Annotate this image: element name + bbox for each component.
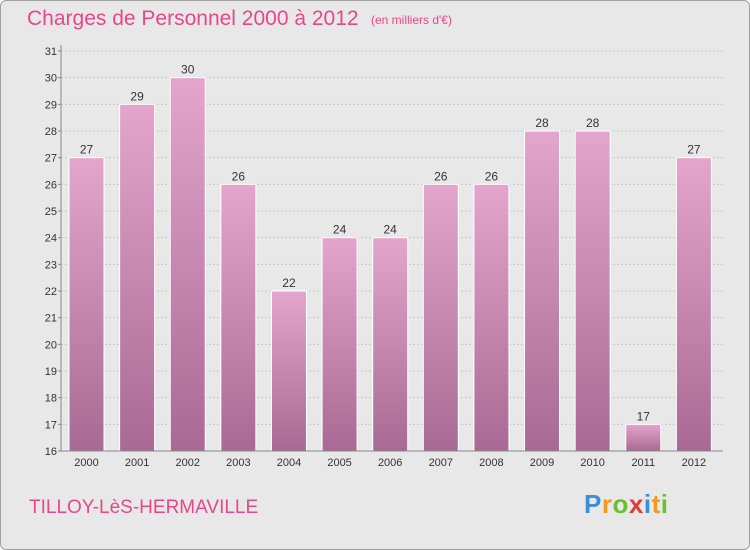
y-tick-label: 22	[45, 286, 57, 298]
bar	[675, 157, 712, 452]
commune-label: TILLOY-LèS-HERMAVILLE	[29, 497, 259, 518]
x-tick-label: 2002	[175, 457, 199, 469]
x-tick-label: 2011	[631, 457, 655, 469]
bar	[473, 183, 510, 452]
y-tick-label: 17	[45, 419, 57, 431]
bar	[220, 183, 257, 452]
data-label: 26	[232, 169, 246, 183]
data-label: 26	[485, 169, 499, 183]
bar	[119, 103, 156, 452]
x-tick-label: 2004	[277, 457, 301, 469]
data-label: 24	[384, 223, 398, 237]
y-tick-label: 20	[45, 339, 57, 351]
x-tick-label: 2005	[327, 457, 351, 469]
x-tick-label: 2010	[580, 457, 604, 469]
data-label: 22	[282, 276, 296, 290]
axes: 16 17 18 19 20 21 22 23 24 25 26 27 28 29 30 31 2000 2001…	[45, 45, 723, 469]
y-tick-label: 25	[45, 206, 57, 218]
bar	[625, 423, 662, 452]
bar	[422, 183, 459, 452]
logo-letter: i	[643, 489, 652, 519]
y-tick-label: 18	[45, 393, 57, 405]
x-tick-label: 2000	[74, 457, 98, 469]
x-tick-label: 2003	[226, 457, 250, 469]
bar	[68, 157, 105, 452]
data-label: 24	[333, 223, 347, 237]
proxiti-logo: Proxiti	[584, 489, 668, 520]
y-tick-label: 23	[45, 259, 57, 271]
data-label: 17	[637, 409, 651, 423]
data-label: 27	[687, 143, 701, 157]
bar	[169, 77, 206, 452]
chart-title: Charges de Personnel 2000 à 2012	[27, 7, 359, 30]
y-tick-label: 29	[45, 99, 57, 111]
y-tick-label: 24	[45, 233, 57, 245]
y-tick-label: 19	[45, 366, 57, 378]
data-label: 26	[434, 169, 448, 183]
data-label: 28	[535, 116, 549, 130]
y-tick-label: 28	[45, 126, 57, 138]
y-tick-label: 27	[45, 153, 57, 165]
logo-letter: t	[651, 489, 661, 519]
bar	[574, 130, 611, 452]
y-tick-label: 16	[45, 446, 57, 458]
x-tick-label: 2007	[429, 457, 453, 469]
x-tick-label: 2009	[530, 457, 554, 469]
logo-letter: i	[660, 489, 669, 519]
y-tick-label: 31	[45, 46, 57, 58]
y-tick-label: 30	[45, 73, 57, 85]
chart-subtitle: (en milliers d'€)	[371, 13, 452, 27]
x-tick-label: 2008	[479, 457, 503, 469]
bar	[524, 130, 561, 452]
logo-letter: r	[601, 489, 613, 519]
data-label: 27	[80, 143, 94, 157]
x-tick-label: 2006	[378, 457, 402, 469]
logo-letter: x	[628, 489, 644, 519]
logo-letter: P	[584, 489, 602, 519]
bar	[270, 290, 307, 452]
data-label: 30	[181, 63, 195, 77]
y-tick-label: 26	[45, 179, 57, 191]
bars: 27 29 30 26 22 24 24 26 26 28 28 17 27	[68, 63, 712, 452]
bar	[321, 237, 358, 452]
data-label: 29	[130, 89, 144, 103]
x-tick-label: 2001	[125, 457, 149, 469]
bar	[372, 237, 409, 452]
logo-letter: o	[612, 489, 629, 519]
x-tick-label: 2012	[682, 457, 706, 469]
y-tick-label: 21	[45, 313, 57, 325]
data-label: 28	[586, 116, 600, 130]
